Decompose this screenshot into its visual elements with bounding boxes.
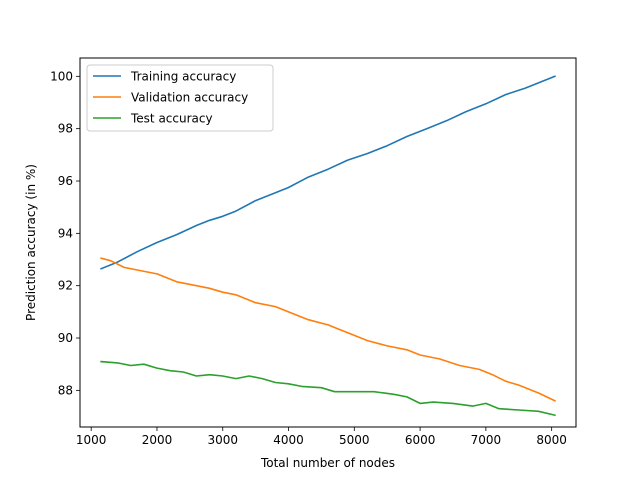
series-line-validation-accuracy bbox=[100, 257, 556, 402]
x-tick-label: 5000 bbox=[339, 433, 370, 447]
x-axis-label: Total number of nodes bbox=[260, 456, 395, 470]
y-tick-label: 100 bbox=[50, 69, 73, 83]
y-tick-label: 98 bbox=[58, 122, 73, 136]
series-line-training-accuracy bbox=[100, 75, 556, 270]
y-axis-label: Prediction accuracy (in %) bbox=[24, 164, 38, 321]
x-tick-label: 7000 bbox=[471, 433, 502, 447]
y-tick-label: 90 bbox=[58, 331, 73, 345]
x-axis-ticks: 1000 2000 3000 4000 5000 6000 7000 8000 bbox=[76, 427, 567, 447]
legend-label-validation-accuracy: Validation accuracy bbox=[131, 91, 248, 105]
plot-area-frame bbox=[79, 57, 577, 428]
y-axis-ticks: 88 90 92 94 96 98 100 bbox=[50, 69, 80, 397]
legend-label-training-accuracy: Training accuracy bbox=[130, 70, 236, 84]
plot-series-group bbox=[100, 75, 556, 417]
x-tick-label: 1000 bbox=[76, 433, 107, 447]
y-tick-label: 94 bbox=[58, 226, 73, 240]
x-tick-label: 6000 bbox=[405, 433, 436, 447]
series-line-test-accuracy bbox=[100, 360, 556, 417]
x-tick-label: 4000 bbox=[273, 433, 304, 447]
y-tick-label: 88 bbox=[58, 383, 73, 397]
x-tick-label: 3000 bbox=[207, 433, 238, 447]
legend-box bbox=[86, 64, 274, 132]
y-tick-label: 92 bbox=[58, 279, 73, 293]
legend-label-test-accuracy: Test accuracy bbox=[130, 112, 213, 126]
y-tick-label: 96 bbox=[58, 174, 73, 188]
legend: Training accuracy Validation accuracy Test… bbox=[86, 64, 274, 132]
x-tick-label: 2000 bbox=[142, 433, 173, 447]
x-tick-label: 8000 bbox=[536, 433, 567, 447]
